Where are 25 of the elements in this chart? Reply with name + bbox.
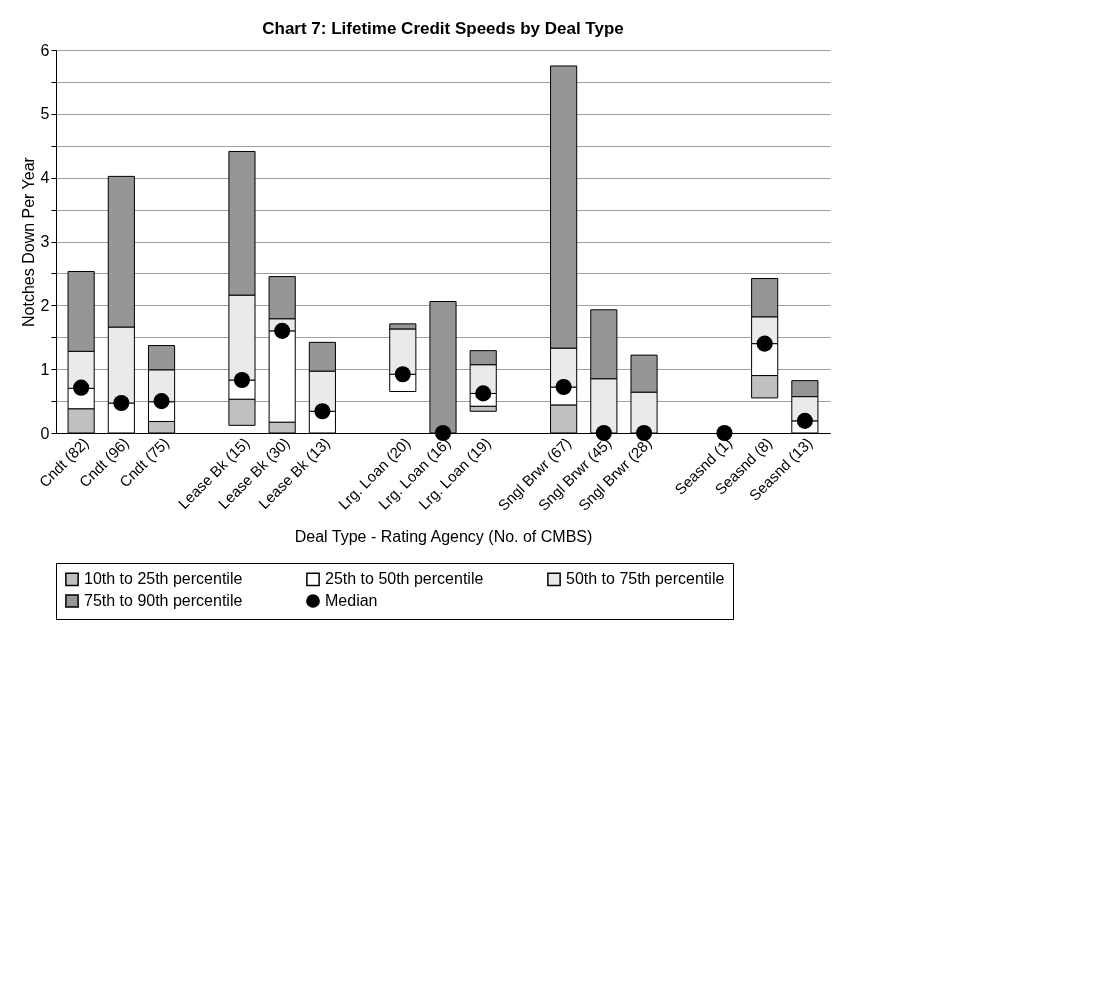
y-tick-label: 2 [40,296,50,314]
legend-label: 50th to 75th percentile [566,570,725,588]
point [555,378,572,396]
point [475,385,492,402]
point [73,379,90,396]
legend-label: 25th to 50th percentile [325,570,484,588]
point [796,412,813,429]
y-tick-label: 1 [40,360,50,378]
x-axis-title: Deal Type - Rating Agency (No. of CMBS) [294,527,593,545]
y-tick-label: 5 [40,105,50,123]
legend-label: 10th to 25th percentile [84,570,243,588]
point [314,403,331,420]
y-tick-label: 4 [40,169,50,187]
point [153,393,170,410]
y-tick-label: 0 [40,424,50,442]
y-tick-label: 6 [40,41,50,59]
point [756,335,773,352]
y-axis-title: Notches Down Per Year [19,156,37,327]
legend-label: Median [325,592,378,609]
legend-label: 75th to 90th percentile [84,592,243,609]
chart-title: Chart 7: Lifetime Credit Speeds by Deal Type [262,19,624,38]
point [233,371,251,389]
point [113,394,130,412]
y-tick-label: 3 [40,233,50,250]
point [274,322,291,339]
